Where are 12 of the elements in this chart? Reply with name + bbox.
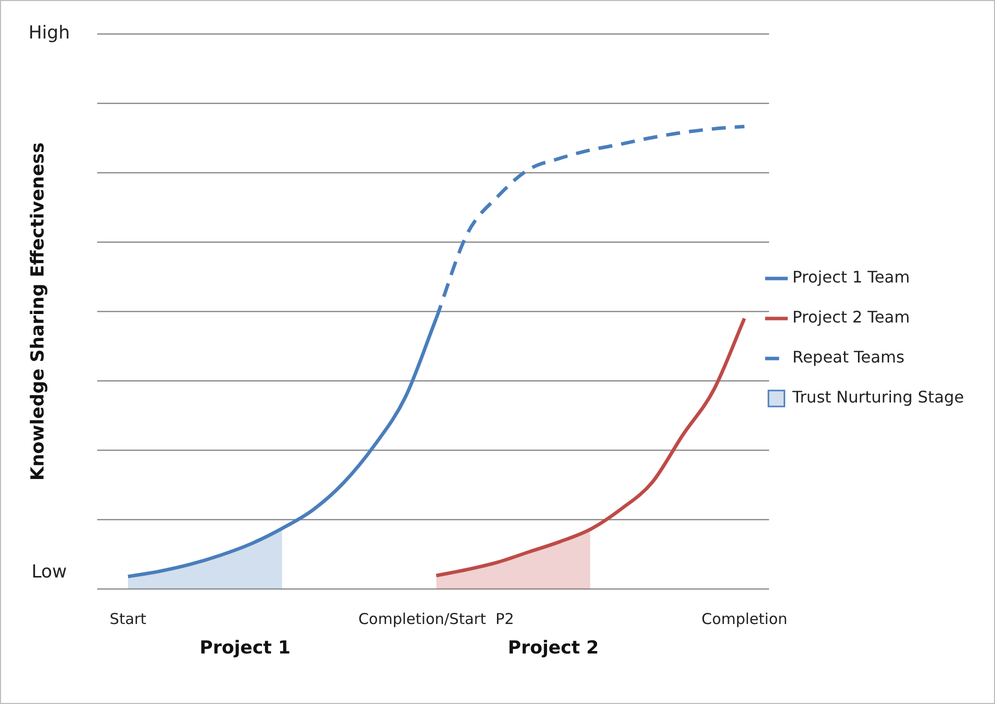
- legend-label: Project 1 Team: [792, 268, 910, 287]
- text: Low: [31, 562, 67, 583]
- text: Project 2: [508, 638, 599, 659]
- x-tick-label: Completion/Start P2: [358, 610, 514, 628]
- legend-label: Project 2 Team: [792, 308, 910, 327]
- x-tick-label: Completion: [701, 610, 788, 628]
- legend-label: Trust Nurturing Stage: [791, 388, 964, 407]
- y-axis-title: Knowledge Sharing Effectiveness: [28, 142, 49, 481]
- x-tick-label: Start: [110, 610, 146, 628]
- legend-label: Repeat Teams: [792, 348, 904, 367]
- text: High: [28, 22, 70, 44]
- text: Project 1: [200, 638, 291, 659]
